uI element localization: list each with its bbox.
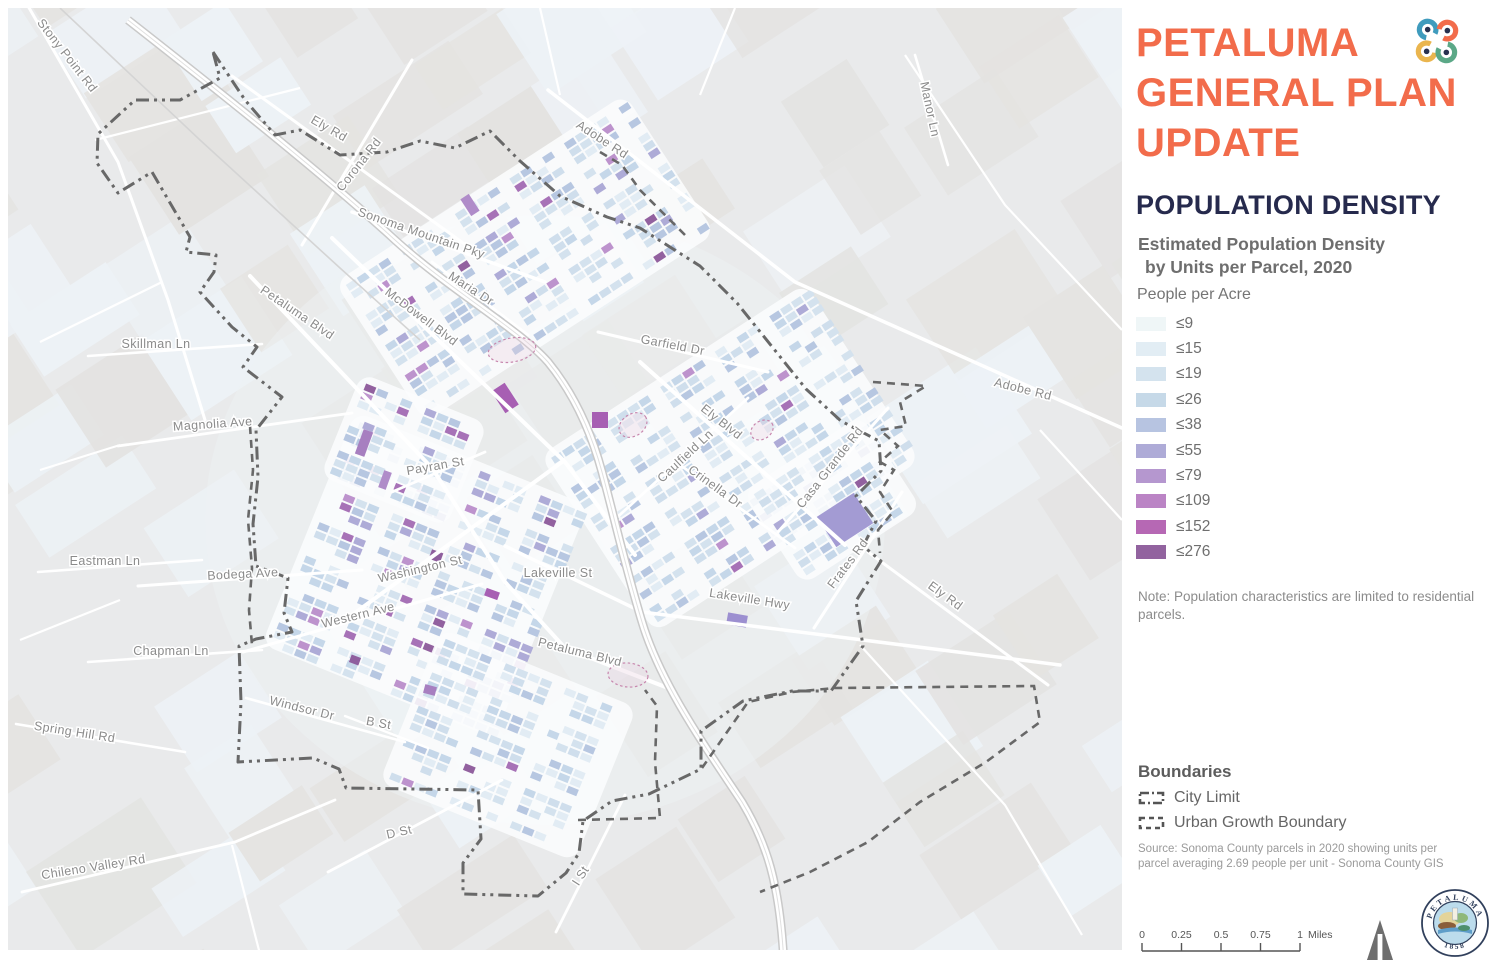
scale-tick-label: 0 — [1139, 929, 1145, 941]
legend-panel: PETALUMA GENERAL PLAN UPDATE POPULATION … — [1130, 0, 1500, 971]
legend-row: ≤15 — [1136, 336, 1210, 361]
legend-label: ≤15 — [1176, 340, 1202, 358]
boundaries-legend: Boundaries City Limit Urban Growth Bound… — [1138, 762, 1347, 832]
svg-text:1858: 1858 — [1443, 940, 1467, 951]
legend-swatch — [1136, 316, 1166, 331]
legend-row: ≤152 — [1136, 514, 1210, 539]
map-heading: POPULATION DENSITY — [1136, 190, 1441, 220]
legend: ≤9 ≤15 ≤19 ≤26 ≤38 ≤55 ≤79 ≤109 ≤152 ≤276 — [1136, 311, 1210, 565]
legend-swatch — [1136, 545, 1166, 560]
scale-unit-label: Miles — [1308, 929, 1333, 941]
page-title: PETALUMA GENERAL PLAN UPDATE — [1136, 18, 1457, 168]
city-limit-row: City Limit — [1138, 789, 1347, 807]
scale-tick-label: 0.5 — [1214, 929, 1229, 941]
legend-row: ≤38 — [1136, 413, 1210, 438]
legend-row: ≤55 — [1136, 438, 1210, 463]
scale-bar: 0 0.25 0.5 0.75 1 Miles — [1139, 929, 1333, 952]
source-line-2: parcel averaging 2.69 people per unit - … — [1138, 857, 1444, 870]
legend-swatch — [1136, 494, 1166, 509]
legend-swatch — [1136, 367, 1166, 382]
scale-tick-label: 1 — [1297, 929, 1303, 941]
map-area: Stony Point Rd Ely Rd Corona Rd Adobe Rd Man… — [8, 8, 1122, 950]
legend-swatch — [1136, 469, 1166, 484]
city-limit-label: City Limit — [1174, 789, 1240, 806]
legend-row: ≤9 — [1136, 311, 1210, 336]
subtitle-line-1: Estimated Population Density — [1138, 234, 1385, 254]
boundaries-heading: Boundaries — [1138, 762, 1232, 781]
legend-label: ≤26 — [1176, 390, 1202, 408]
legend-row: ≤26 — [1136, 387, 1210, 412]
road-label: Lakeville St — [524, 566, 593, 580]
title-line-3: UPDATE — [1136, 121, 1301, 165]
source-line-1: Source: Sonoma County parcels in 2020 sh… — [1138, 843, 1438, 855]
legend-label: ≤109 — [1176, 492, 1211, 510]
legend-swatch — [1136, 418, 1166, 433]
note-text: Note: Population characteristics are lim… — [1138, 589, 1475, 622]
road-label: Bodega Ave — [207, 565, 279, 583]
title-line-2: GENERAL PLAN — [1136, 71, 1457, 115]
legend-title: People per Acre — [1137, 286, 1251, 303]
city-limit-line-icon — [1138, 791, 1165, 805]
subtitle-line-2: by Units per Parcel, 2020 — [1145, 257, 1353, 277]
legend-row: ≤79 — [1136, 463, 1210, 488]
road-label: Chapman Ln — [133, 644, 209, 658]
legend-row: ≤276 — [1136, 540, 1210, 565]
ugb-row: Urban Growth Boundary — [1138, 814, 1347, 832]
ugb-label: Urban Growth Boundary — [1174, 814, 1347, 831]
road-label: Skillman Ln — [121, 337, 190, 351]
scale-tick-label: 0.25 — [1171, 929, 1192, 941]
legend-label: ≤9 — [1176, 314, 1194, 332]
map-subtitle: Estimated Population Density by Units pe… — [1138, 233, 1385, 279]
scale-tick-label: 0.75 — [1250, 929, 1271, 941]
general-plan-logo-icon — [1415, 18, 1459, 64]
legend-label: ≤79 — [1176, 467, 1202, 485]
legend-row: ≤109 — [1136, 489, 1210, 514]
legend-row: ≤19 — [1136, 362, 1210, 387]
legend-label: ≤38 — [1176, 416, 1202, 434]
seal-bottom-text: 1858 — [1443, 940, 1465, 951]
legend-swatch — [1136, 519, 1166, 534]
legend-swatch — [1136, 342, 1166, 357]
legend-label: ≤276 — [1176, 543, 1211, 561]
legend-swatch — [1136, 443, 1166, 458]
seal-scene — [1438, 907, 1472, 934]
legend-swatch — [1136, 392, 1166, 407]
petaluma-city-seal: PETALUMA 1858 — [1421, 889, 1489, 957]
urban-growth-boundary-line-icon — [1138, 816, 1165, 830]
north-arrow-icon — [1367, 920, 1393, 960]
source-text: Source: Sonoma County parcels in 2020 sh… — [1138, 842, 1468, 871]
road-label: B St — [365, 714, 392, 732]
legend-label: ≤19 — [1176, 365, 1202, 383]
legend-label: ≤152 — [1176, 517, 1211, 535]
title-line-1: PETALUMA — [1136, 21, 1360, 65]
legend-label: ≤55 — [1176, 441, 1202, 459]
road-label: Eastman Ln — [70, 554, 141, 568]
